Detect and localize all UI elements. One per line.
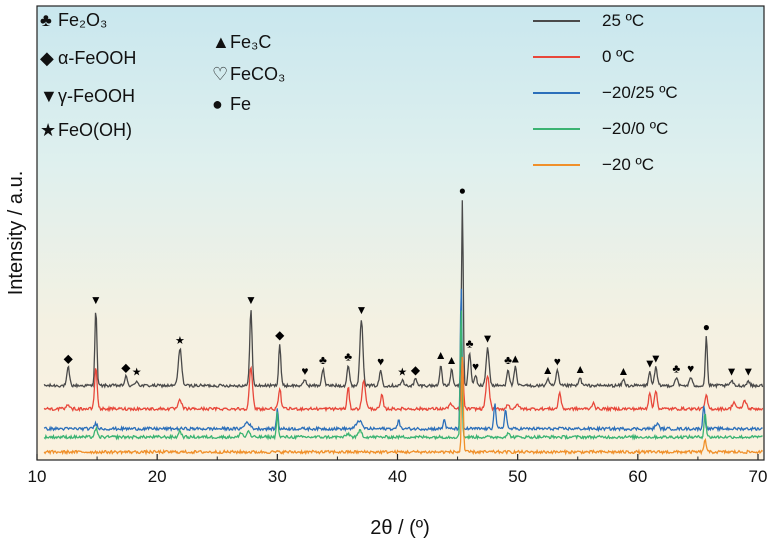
phase-marker: ▲ [574, 362, 586, 376]
series-line-20-25-c [43, 288, 763, 433]
phase-legend-item: ♡ FeCO₃ [212, 64, 285, 84]
phase-marker: ▲ [509, 351, 521, 365]
phase-legend-label: α-FeOOH [58, 48, 136, 68]
phase-marker: ▼ [90, 293, 102, 307]
phase-marker: ▼ [644, 356, 656, 370]
phase-legend-item: ◆ α-FeOOH [40, 48, 136, 68]
x-tick-label: 70 [749, 467, 768, 486]
phase-marker: ▼ [356, 303, 368, 317]
phase-marker: ◆ [64, 351, 74, 365]
phase-legend-symbol: ▲ [212, 32, 230, 52]
phase-legend-label: Fe₃C [230, 32, 271, 52]
phase-legend-label: Fe [230, 94, 251, 114]
plot-frame [36, 5, 765, 461]
series-line-20-0-c [43, 310, 763, 441]
phase-legend: ♣ Fe₂O₃ ▲ Fe₃C ◆ α-FeOOH ♡ FeCO₃ ▼ γ-FeOOH ● Fe ★ FeO… [40, 10, 285, 140]
series-legend-item: 25 ºC [533, 11, 644, 30]
y-axis-title: Intensity / a.u. [5, 171, 27, 296]
phase-marker: ♥ [687, 361, 694, 375]
phase-legend-label: γ-FeOOH [58, 86, 135, 106]
x-axis-title: 2θ / (º) [370, 517, 430, 539]
series-layer [43, 200, 764, 456]
series-legend-item: −20 ºC [533, 155, 654, 174]
series-legend-label: −20 ºC [602, 155, 654, 174]
phase-marker: ♥ [472, 360, 479, 374]
phase-marker: ▼ [482, 331, 494, 345]
phase-marker: ♥ [301, 364, 308, 378]
phase-marker: ♥ [554, 355, 561, 369]
x-axis-ticks: 10 20 30 40 50 60 70 [28, 454, 768, 486]
series-line-20-c [43, 356, 764, 456]
phase-legend-label: FeCO₃ [230, 64, 285, 84]
phase-legend-item: ▼ γ-FeOOH [40, 86, 135, 106]
phase-marker: ● [459, 184, 466, 198]
phase-marker: ♣ [466, 336, 474, 350]
phase-marker: ★ [175, 335, 185, 347]
phase-marker: ▲ [617, 364, 629, 378]
phase-marker-layer: ◆▼◆ ★★▼◆♥♣ ♣▼♥★ ◆▲▲●♣♥▼♣▲▲♥▲ ▲▼▼♣ ♥●▼ ▼ [64, 184, 755, 379]
phase-marker: ♣ [504, 353, 512, 367]
series-line-0-c [43, 358, 764, 413]
series-line-25-c [43, 200, 764, 390]
phase-legend-item: ● Fe [212, 94, 251, 114]
phase-legend-symbol: ★ [40, 120, 56, 140]
phase-legend-symbol: ♡ [212, 64, 228, 84]
phase-marker: ▲ [446, 353, 458, 367]
phase-marker: ★ [397, 367, 407, 379]
series-legend-item: 0 ºC [533, 47, 635, 66]
series-legend-label: −20/25 ºC [602, 83, 678, 102]
phase-marker: ★ [132, 367, 142, 379]
phase-marker: ▼ [742, 365, 754, 379]
series-legend: 25 ºC 0 ºC −20/25 ºC −20/0 ºC −20 ºC [533, 11, 678, 174]
x-tick-label: 30 [268, 467, 287, 486]
phase-legend-label: Fe₂O₃ [58, 10, 107, 30]
phase-marker: ▲ [542, 363, 554, 377]
phase-legend-symbol: ◆ [40, 48, 54, 68]
phase-marker: ▼ [650, 351, 662, 365]
phase-legend-item: ▲ Fe₃C [212, 32, 271, 52]
x-tick-label: 60 [628, 467, 647, 486]
series-legend-label: 0 ºC [602, 47, 635, 66]
x-tick-label: 20 [148, 467, 167, 486]
phase-legend-item: ★ FeO(OH) [40, 120, 132, 140]
phase-legend-symbol: ● [212, 94, 223, 114]
x-tick-label: 40 [388, 467, 407, 486]
phase-legend-symbol: ▼ [40, 86, 58, 106]
phase-legend-label: FeO(OH) [58, 120, 132, 140]
x-tick-label: 50 [508, 467, 527, 486]
series-legend-label: 25 ºC [602, 11, 644, 30]
phase-marker: ♥ [377, 355, 384, 369]
phase-marker: ◆ [275, 328, 285, 342]
phase-marker: ♣ [344, 350, 352, 364]
phase-marker: ▼ [245, 293, 257, 307]
phase-legend-symbol: ♣ [40, 10, 52, 30]
x-tick-label: 10 [28, 467, 47, 486]
phase-marker: ♣ [319, 353, 327, 367]
phase-legend-item: ♣ Fe₂O₃ [40, 10, 107, 30]
phase-marker: ◆ [121, 360, 131, 374]
series-legend-label: −20/0 ºC [602, 119, 668, 138]
phase-marker: ● [703, 320, 710, 334]
phase-marker: ▲ [435, 348, 447, 362]
phase-marker: ♣ [672, 361, 680, 375]
series-legend-item: −20/0 ºC [533, 119, 668, 138]
phase-marker: ▼ [726, 365, 738, 379]
phase-marker: ◆ [411, 363, 421, 377]
series-legend-item: −20/25 ºC [533, 83, 678, 102]
